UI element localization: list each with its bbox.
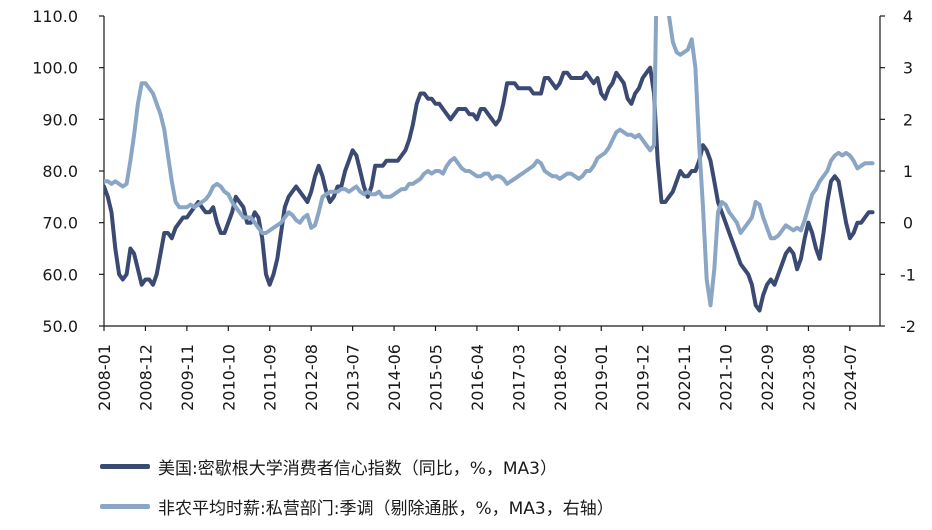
- x-tick-label: 2022-09: [758, 344, 777, 411]
- x-tick-label: 2017-03: [509, 344, 528, 411]
- right-tick-label: 1: [903, 162, 913, 181]
- x-tick-label: 2015-05: [426, 344, 445, 411]
- x-tick-label: 2019-01: [592, 344, 611, 411]
- legend-label-2: 非农平均时薪:私营部门:季调（剔除通胀，%，MA3，右轴）: [158, 499, 614, 519]
- x-tick-label: 2021-10: [717, 344, 736, 411]
- x-tick-label: 2013-07: [344, 344, 363, 411]
- x-tick-label: 2010-10: [219, 344, 238, 411]
- legend-swatch-1: [100, 464, 150, 469]
- x-tick-label: 2014-06: [385, 344, 404, 411]
- series-line-1: [104, 65, 875, 313]
- x-tick-label: 2018-02: [551, 344, 570, 411]
- right-tick-label: 0: [903, 214, 913, 233]
- right-tick-label: -2: [900, 317, 916, 336]
- tick-labels: 50.0 60.0 70.0 80.0 90.0 100.0 110.0 -2 -1 0 1 2 3 4 2…: [32, 7, 916, 411]
- left-tick-label: 70.0: [42, 214, 78, 233]
- x-tick-label: 2019-12: [634, 344, 653, 411]
- left-tick-label: 80.0: [42, 162, 78, 181]
- series-line-2: [104, 16, 875, 308]
- legend-label-1: 美国:密歇根大学消费者信心指数（同比，%，MA3）: [158, 459, 557, 479]
- x-tick-label: 2008-12: [136, 344, 155, 411]
- right-tick-label: -1: [900, 265, 916, 284]
- right-tick-label: 2: [903, 110, 913, 129]
- left-tick-label: 110.0: [32, 7, 78, 26]
- series-layer: [104, 16, 875, 313]
- x-tick-label: 2009-11: [178, 344, 197, 411]
- x-tick-label: 2023-08: [799, 344, 818, 411]
- x-tick-label: 2011-09: [261, 344, 280, 411]
- left-tick-label: 50.0: [42, 317, 78, 336]
- legend-item-1: 美国:密歇根大学消费者信心指数（同比，%，MA3）: [100, 454, 920, 479]
- left-tick-label: 100.0: [32, 59, 78, 78]
- x-tick-label: 2012-08: [302, 344, 321, 411]
- x-tick-label: 2008-01: [95, 344, 114, 411]
- left-tick-label: 60.0: [42, 265, 78, 284]
- legend-item-2: 非农平均时薪:私营部门:季调（剔除通胀，%，MA3，右轴）: [100, 494, 920, 519]
- legend-swatch-2: [100, 504, 150, 509]
- x-tick-label: 2024-07: [841, 344, 860, 411]
- right-tick-label: 3: [903, 59, 913, 78]
- x-tick-label: 2020-11: [675, 344, 694, 411]
- axes: [99, 15, 885, 331]
- right-tick-label: 4: [903, 7, 913, 26]
- x-tick-label: 2016-04: [468, 344, 487, 411]
- left-tick-label: 90.0: [42, 110, 78, 129]
